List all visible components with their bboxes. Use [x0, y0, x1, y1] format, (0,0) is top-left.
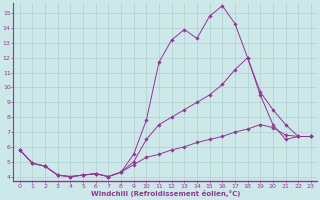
- X-axis label: Windchill (Refroidissement éolien,°C): Windchill (Refroidissement éolien,°C): [91, 190, 240, 197]
